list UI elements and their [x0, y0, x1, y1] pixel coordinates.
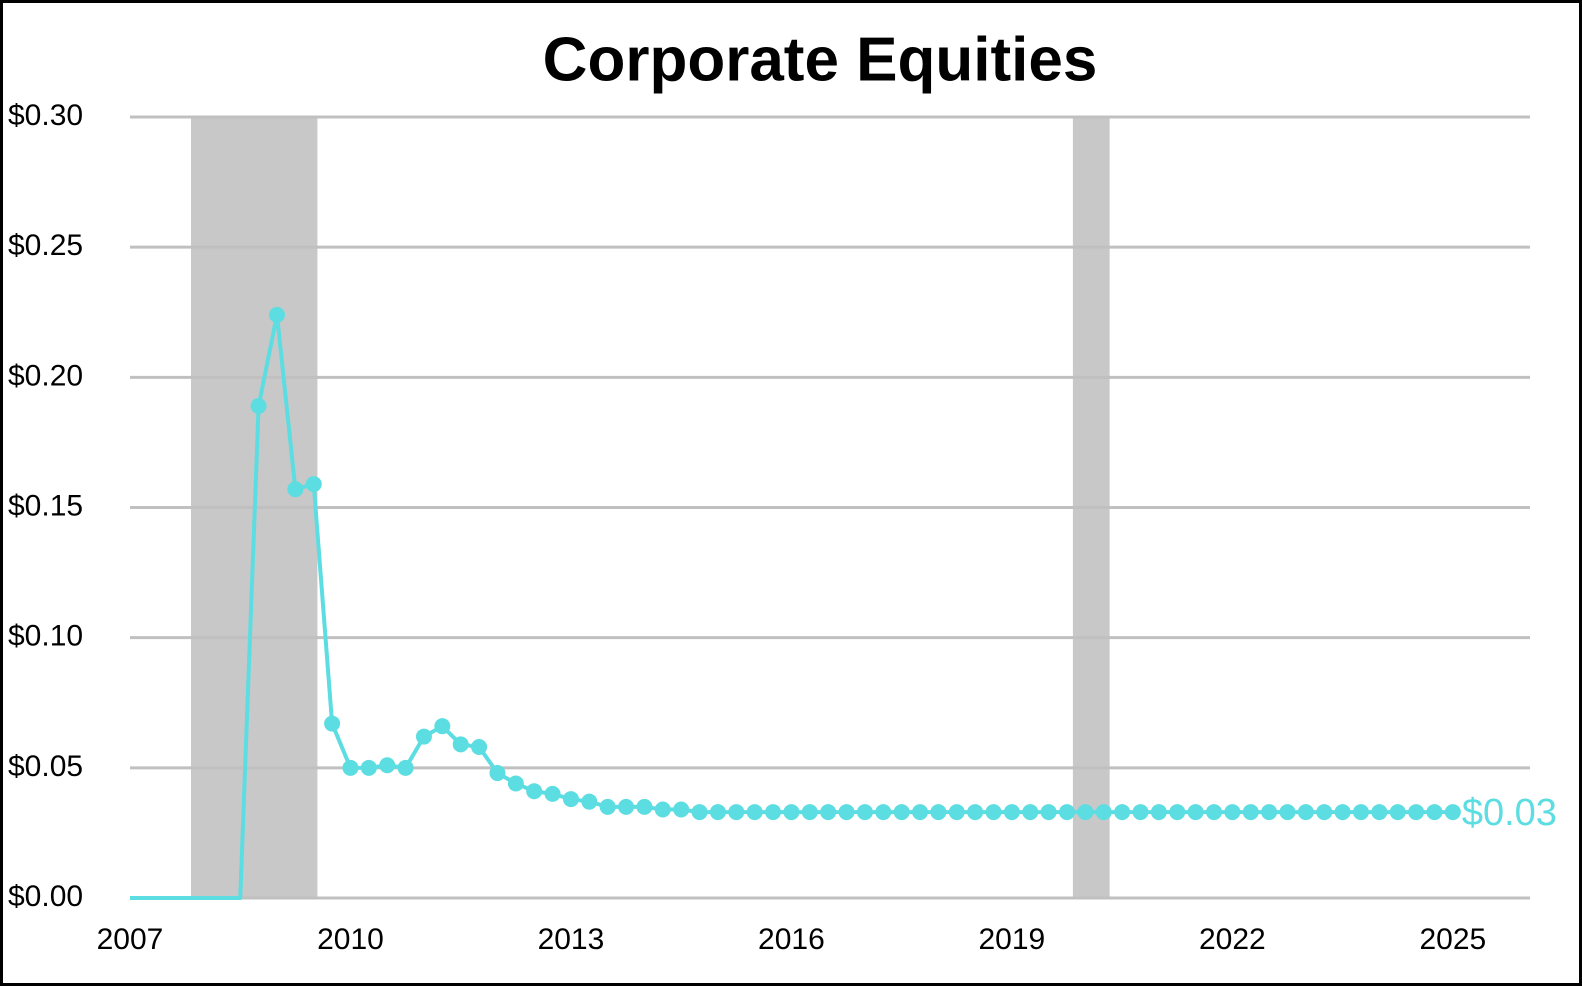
- data-point: [342, 759, 359, 776]
- y-tick-label: $0.30: [8, 99, 83, 132]
- data-point: [268, 306, 285, 323]
- data-point: [599, 798, 616, 815]
- data-point: [1022, 804, 1039, 821]
- data-point: [728, 804, 745, 821]
- data-point: [562, 791, 579, 808]
- data-point: [967, 804, 984, 821]
- x-tick-label: 2022: [1199, 923, 1266, 956]
- data-point: [1352, 804, 1369, 821]
- end-label: $0.03: [1462, 792, 1557, 834]
- x-tick-label: 2019: [979, 923, 1046, 956]
- data-point: [471, 739, 488, 756]
- data-point: [838, 804, 855, 821]
- data-point: [1169, 804, 1186, 821]
- data-point: [397, 759, 414, 776]
- data-point: [654, 801, 671, 818]
- data-point: [1040, 804, 1057, 821]
- y-tick-label: $0.05: [8, 750, 83, 783]
- x-tick-label: 2007: [97, 923, 164, 956]
- data-point: [1444, 804, 1461, 821]
- data-point: [1334, 804, 1351, 821]
- x-tick-label: 2016: [758, 923, 825, 956]
- data-point: [1426, 804, 1443, 821]
- data-point: [1297, 804, 1314, 821]
- data-point: [526, 783, 543, 800]
- data-point: [1371, 804, 1388, 821]
- data-point: [1242, 804, 1259, 821]
- y-tick-label: $0.10: [8, 620, 83, 653]
- data-point: [618, 798, 635, 815]
- data-point: [1316, 804, 1333, 821]
- data-point: [250, 397, 267, 414]
- data-point: [581, 793, 598, 810]
- chart-title: Corporate Equities: [543, 25, 1098, 94]
- data-point: [305, 476, 322, 493]
- data-point: [1205, 804, 1222, 821]
- data-point: [287, 481, 304, 498]
- data-point: [875, 804, 892, 821]
- data-point: [1059, 804, 1076, 821]
- data-point: [1003, 804, 1020, 821]
- data-point: [893, 804, 910, 821]
- data-point: [489, 765, 506, 782]
- data-point: [415, 728, 432, 745]
- data-point: [1279, 804, 1296, 821]
- y-tick-label: $0.00: [8, 880, 83, 913]
- x-tick-label: 2025: [1419, 923, 1486, 956]
- data-point: [434, 718, 451, 735]
- data-point: [820, 804, 837, 821]
- data-point: [1150, 804, 1167, 821]
- data-point: [1095, 804, 1112, 821]
- data-point: [1187, 804, 1204, 821]
- data-point: [1224, 804, 1241, 821]
- y-tick-label: $0.15: [8, 489, 83, 522]
- data-point: [544, 785, 561, 802]
- data-point: [360, 759, 377, 776]
- data-point: [1408, 804, 1425, 821]
- data-point: [801, 804, 818, 821]
- y-tick-label: $0.25: [8, 229, 83, 262]
- data-point: [985, 804, 1002, 821]
- data-point: [636, 798, 653, 815]
- data-point: [324, 715, 341, 732]
- data-point: [1114, 804, 1131, 821]
- data-point: [452, 736, 469, 753]
- x-tick-label: 2013: [538, 923, 605, 956]
- data-point: [379, 757, 396, 774]
- data-point: [673, 801, 690, 818]
- data-point: [1077, 804, 1094, 821]
- data-point: [709, 804, 726, 821]
- data-point: [1132, 804, 1149, 821]
- data-point: [507, 775, 524, 792]
- data-point: [930, 804, 947, 821]
- data-point: [912, 804, 929, 821]
- x-tick-label: 2010: [317, 923, 384, 956]
- data-point: [783, 804, 800, 821]
- data-point: [1261, 804, 1278, 821]
- data-point: [765, 804, 782, 821]
- y-tick-label: $0.20: [8, 359, 83, 392]
- data-point: [1389, 804, 1406, 821]
- data-point: [746, 804, 763, 821]
- data-point: [948, 804, 965, 821]
- data-point: [691, 804, 708, 821]
- data-point: [856, 804, 873, 821]
